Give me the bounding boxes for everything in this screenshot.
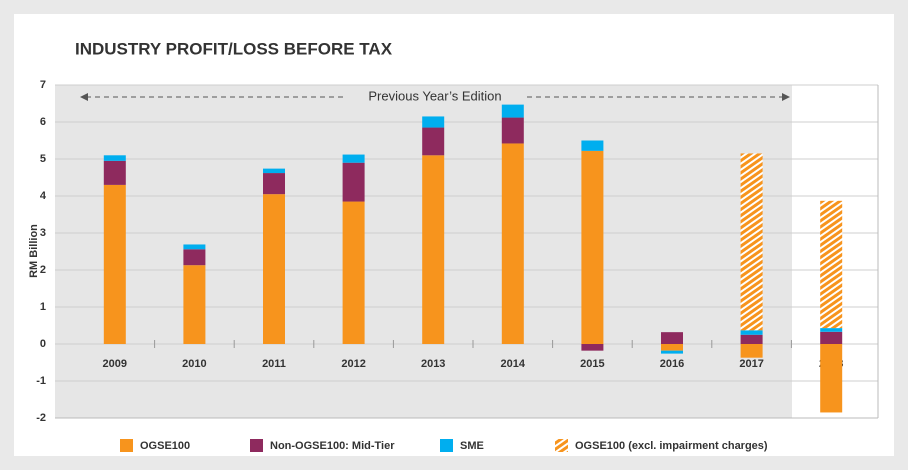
x-tick-label: 2014 [501, 358, 526, 370]
bar-segment [342, 162, 365, 202]
y-tick-label: 0 [40, 338, 46, 350]
x-tick-label: 2010 [182, 358, 206, 370]
x-tick-label: 2009 [103, 358, 127, 370]
legend-label: Non-OGSE100: Mid-Tier [270, 440, 395, 452]
y-tick-label: 7 [40, 79, 46, 91]
bar-segment [103, 160, 126, 185]
bar-segment [820, 344, 843, 413]
legend-swatch [120, 439, 133, 452]
bar-segment [820, 331, 843, 344]
bar-segment [661, 350, 683, 354]
bar-segment [740, 330, 763, 335]
x-tick-label: 2012 [341, 358, 365, 370]
bar-segment [342, 201, 365, 344]
bar-segment [661, 332, 683, 344]
y-tick-label: 5 [40, 153, 46, 165]
y-tick-label: 2 [40, 264, 46, 276]
legend-swatch [250, 439, 263, 452]
bar-segment [661, 344, 683, 351]
bar-segment [342, 154, 365, 163]
bar-segment [820, 200, 843, 329]
legend-label: OGSE100 (excl. impairment charges) [575, 440, 768, 452]
y-tick-label: -1 [36, 375, 46, 387]
x-tick-label: 2016 [660, 358, 684, 370]
annotation-bg [347, 89, 523, 105]
bar-segment [422, 116, 445, 128]
x-tick-label: 2015 [580, 358, 604, 370]
x-tick-label: 2013 [421, 358, 445, 370]
y-tick-label: 3 [40, 227, 46, 239]
y-tick-label: 6 [40, 116, 46, 128]
annotation: Previous Year’s Edition [368, 88, 501, 103]
bar-segment [183, 265, 206, 344]
y-tick-label: -2 [36, 412, 46, 424]
bar-segment [263, 194, 285, 344]
legend-swatch [440, 439, 453, 452]
bar-segment [740, 334, 763, 344]
bar-segment [501, 104, 524, 118]
legend-label: OGSE100 [140, 440, 190, 452]
bar-segment [581, 344, 604, 351]
x-tick-label: 2011 [262, 358, 286, 370]
bar-segment [263, 173, 285, 195]
bar-segment [581, 140, 604, 151]
bar-segment [422, 127, 445, 156]
bar-segment [740, 344, 763, 358]
y-tick-label: 4 [40, 190, 47, 202]
y-tick-label: 1 [40, 301, 46, 313]
bar-segment [183, 249, 206, 266]
bar-segment [103, 184, 126, 344]
bar-segment [183, 244, 206, 250]
bar-segment [263, 168, 285, 174]
bar-segment [820, 328, 843, 332]
bar-segment [501, 117, 524, 144]
bar-segment [501, 143, 524, 344]
bar-segment [103, 155, 126, 161]
bar-segment [581, 150, 604, 344]
bar-segment [422, 155, 445, 344]
legend-swatch [555, 439, 568, 452]
y-axis-label: RM Billion [28, 224, 40, 278]
chart-title: INDUSTRY PROFIT/LOSS BEFORE TAX [75, 39, 393, 58]
bar-segment [740, 153, 763, 331]
x-tick-label: 2017 [739, 358, 763, 370]
legend-label: SME [460, 440, 484, 452]
